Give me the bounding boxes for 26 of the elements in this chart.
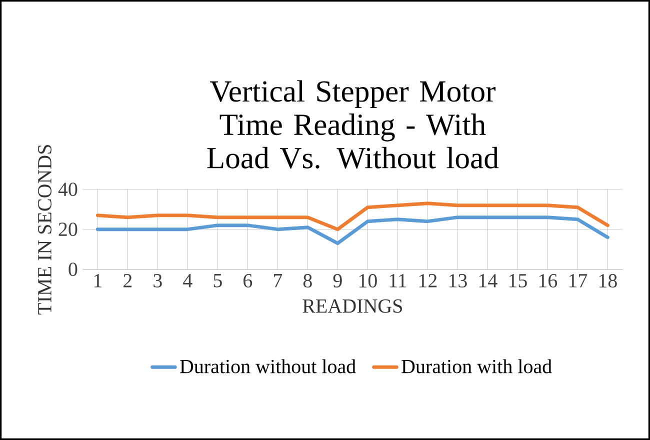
x-tick-label: 13 bbox=[449, 274, 467, 288]
legend-label: Duration with load bbox=[402, 359, 552, 374]
x-tick-label: 16 bbox=[539, 274, 558, 288]
x-tick-label: 2 bbox=[124, 274, 132, 288]
x-tick-label: 7 bbox=[274, 274, 282, 288]
legend-label: Duration without load bbox=[180, 359, 356, 374]
x-tick-label: 11 bbox=[390, 274, 406, 288]
chart-title: Vertical Stepper Motor Time Reading - With Load Vs. Without load bbox=[207, 80, 499, 169]
x-tick-label: 17 bbox=[569, 274, 588, 288]
x-tick-label: 14 bbox=[479, 274, 498, 288]
x-tick-label: 1 bbox=[94, 274, 102, 288]
x-tick-label: 15 bbox=[509, 274, 527, 288]
y-tick-label: 20 bbox=[58, 222, 78, 236]
x-tick-label: 10 bbox=[359, 274, 377, 288]
x-tick-label: 4 bbox=[183, 274, 192, 288]
x-axis-title: READINGS bbox=[302, 299, 402, 313]
x-tick-label: 18 bbox=[599, 274, 617, 288]
y-axis-title: TIME IN SECONDS bbox=[38, 145, 52, 315]
x-tick-label: 3 bbox=[154, 274, 162, 288]
x-tick-label: 12 bbox=[419, 274, 437, 288]
x-tick-label: 9 bbox=[333, 274, 342, 288]
x-tick-label: 8 bbox=[303, 274, 312, 288]
x-tick-label: 5 bbox=[214, 274, 222, 288]
y-tick-label: 40 bbox=[58, 182, 78, 196]
y-tick-label: 0 bbox=[68, 262, 78, 276]
x-tick-label: 6 bbox=[244, 274, 252, 288]
